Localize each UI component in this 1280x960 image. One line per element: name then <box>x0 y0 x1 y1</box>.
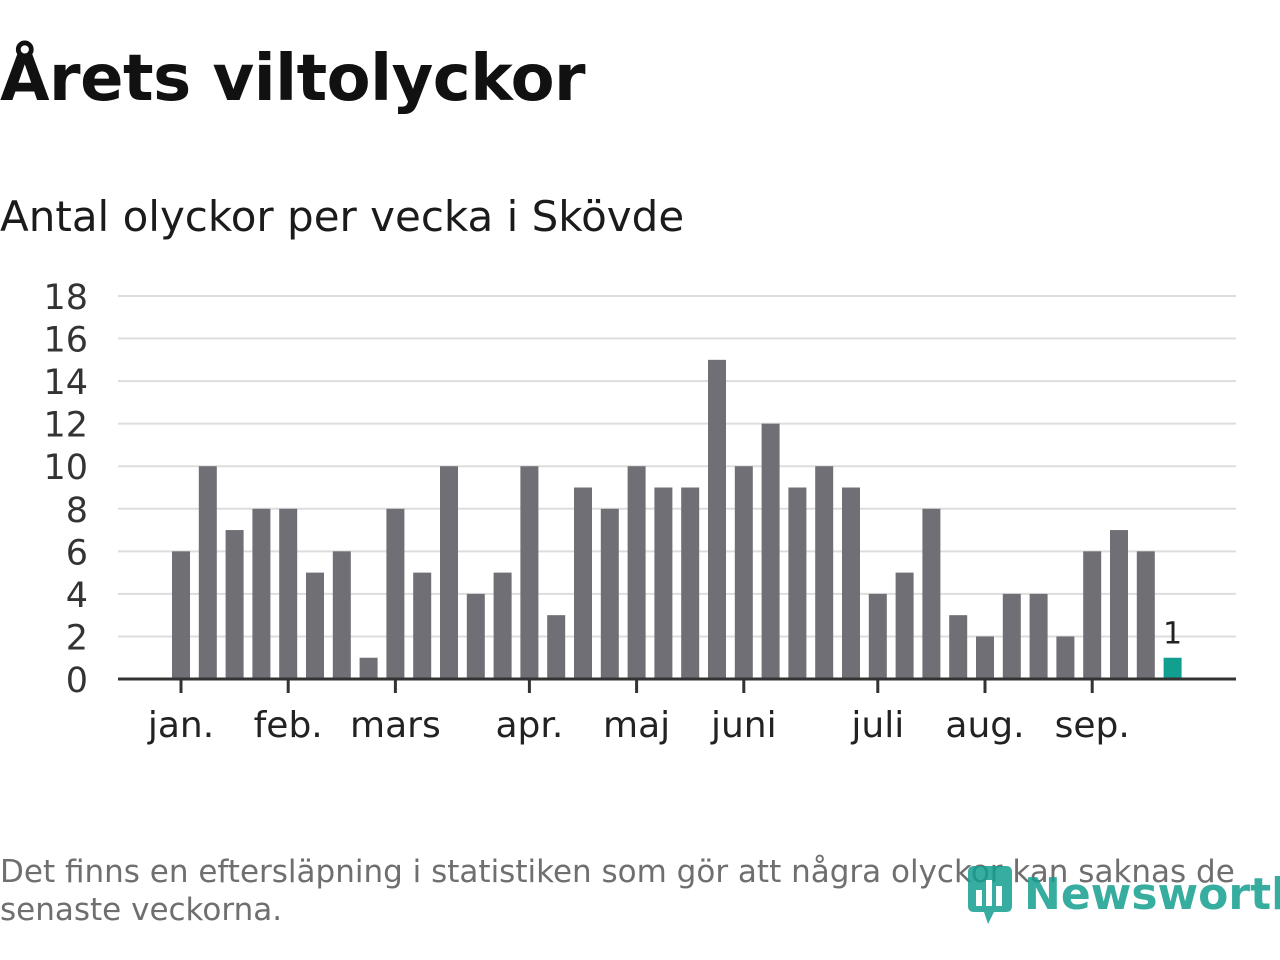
bar <box>976 636 994 679</box>
newsworthy-logo: Newsworthy <box>964 862 1280 926</box>
bar <box>815 466 834 679</box>
x-tick-label: juni <box>710 705 777 746</box>
bars: 1 <box>172 359 1182 679</box>
bar <box>1136 551 1155 679</box>
y-tick-label: 16 <box>43 321 88 361</box>
bar <box>627 466 646 679</box>
x-tick-label: apr. <box>495 705 563 746</box>
bar <box>306 572 324 679</box>
bar <box>413 572 432 679</box>
bar-highlight <box>1163 657 1182 679</box>
bar <box>520 466 539 679</box>
x-tick-label: feb. <box>254 705 323 746</box>
bar <box>949 615 968 679</box>
bar <box>359 657 378 679</box>
y-tick-label: 14 <box>43 363 88 403</box>
bar <box>895 572 914 679</box>
bar <box>681 487 700 679</box>
y-tick-label: 18 <box>43 278 88 318</box>
x-tick-label: juli <box>850 705 904 746</box>
newsworthy-bars-icon <box>968 866 1012 924</box>
bar <box>734 466 753 679</box>
bar <box>654 487 673 679</box>
x-tick-label: aug. <box>945 705 1024 746</box>
y-tick-label: 2 <box>66 618 88 658</box>
y-tick-label: 8 <box>66 491 88 531</box>
bar <box>279 508 298 679</box>
bar <box>1083 551 1102 679</box>
bar <box>868 593 887 679</box>
x-tick-label: mars <box>350 705 441 746</box>
bar <box>788 487 807 679</box>
bar <box>386 508 405 679</box>
y-tick-label: 12 <box>43 406 88 446</box>
bar <box>493 572 512 679</box>
bar <box>440 466 458 679</box>
x-tick-label: maj <box>603 705 670 746</box>
chart-subtitle: Antal olyckor per vecka i Skövde <box>0 192 685 241</box>
y-tick-label: 10 <box>43 448 88 488</box>
bar <box>574 487 592 679</box>
bar <box>466 593 485 679</box>
bar <box>1056 636 1075 679</box>
x-tick-label: jan. <box>147 705 214 746</box>
bar <box>547 615 566 679</box>
bar <box>600 508 619 679</box>
logo-text: Newsworthy <box>1024 868 1280 920</box>
bar <box>1002 593 1021 679</box>
gridlines <box>118 295 1236 638</box>
bar <box>252 508 271 679</box>
bar <box>1029 593 1048 679</box>
x-axis <box>118 677 1236 693</box>
bar <box>842 487 860 679</box>
x-axis-labels: jan. feb. mars apr. maj juni juli aug. sep. <box>147 705 1130 746</box>
x-tick-label: sep. <box>1055 705 1130 746</box>
bar <box>332 551 351 679</box>
bar <box>708 359 726 679</box>
bar <box>172 551 190 679</box>
y-tick-label: 4 <box>66 576 88 616</box>
bar <box>761 423 780 679</box>
bar <box>922 508 941 679</box>
y-tick-label: 0 <box>66 661 88 701</box>
bar <box>198 466 217 679</box>
chart-title: Årets viltolyckor <box>0 42 586 116</box>
bar <box>225 530 244 679</box>
footnote: Det finns en eftersläpning i statistiken… <box>0 854 1235 928</box>
bar-data-label: 1 <box>1163 617 1182 652</box>
bar <box>1110 530 1128 679</box>
y-tick-label: 6 <box>66 533 88 573</box>
